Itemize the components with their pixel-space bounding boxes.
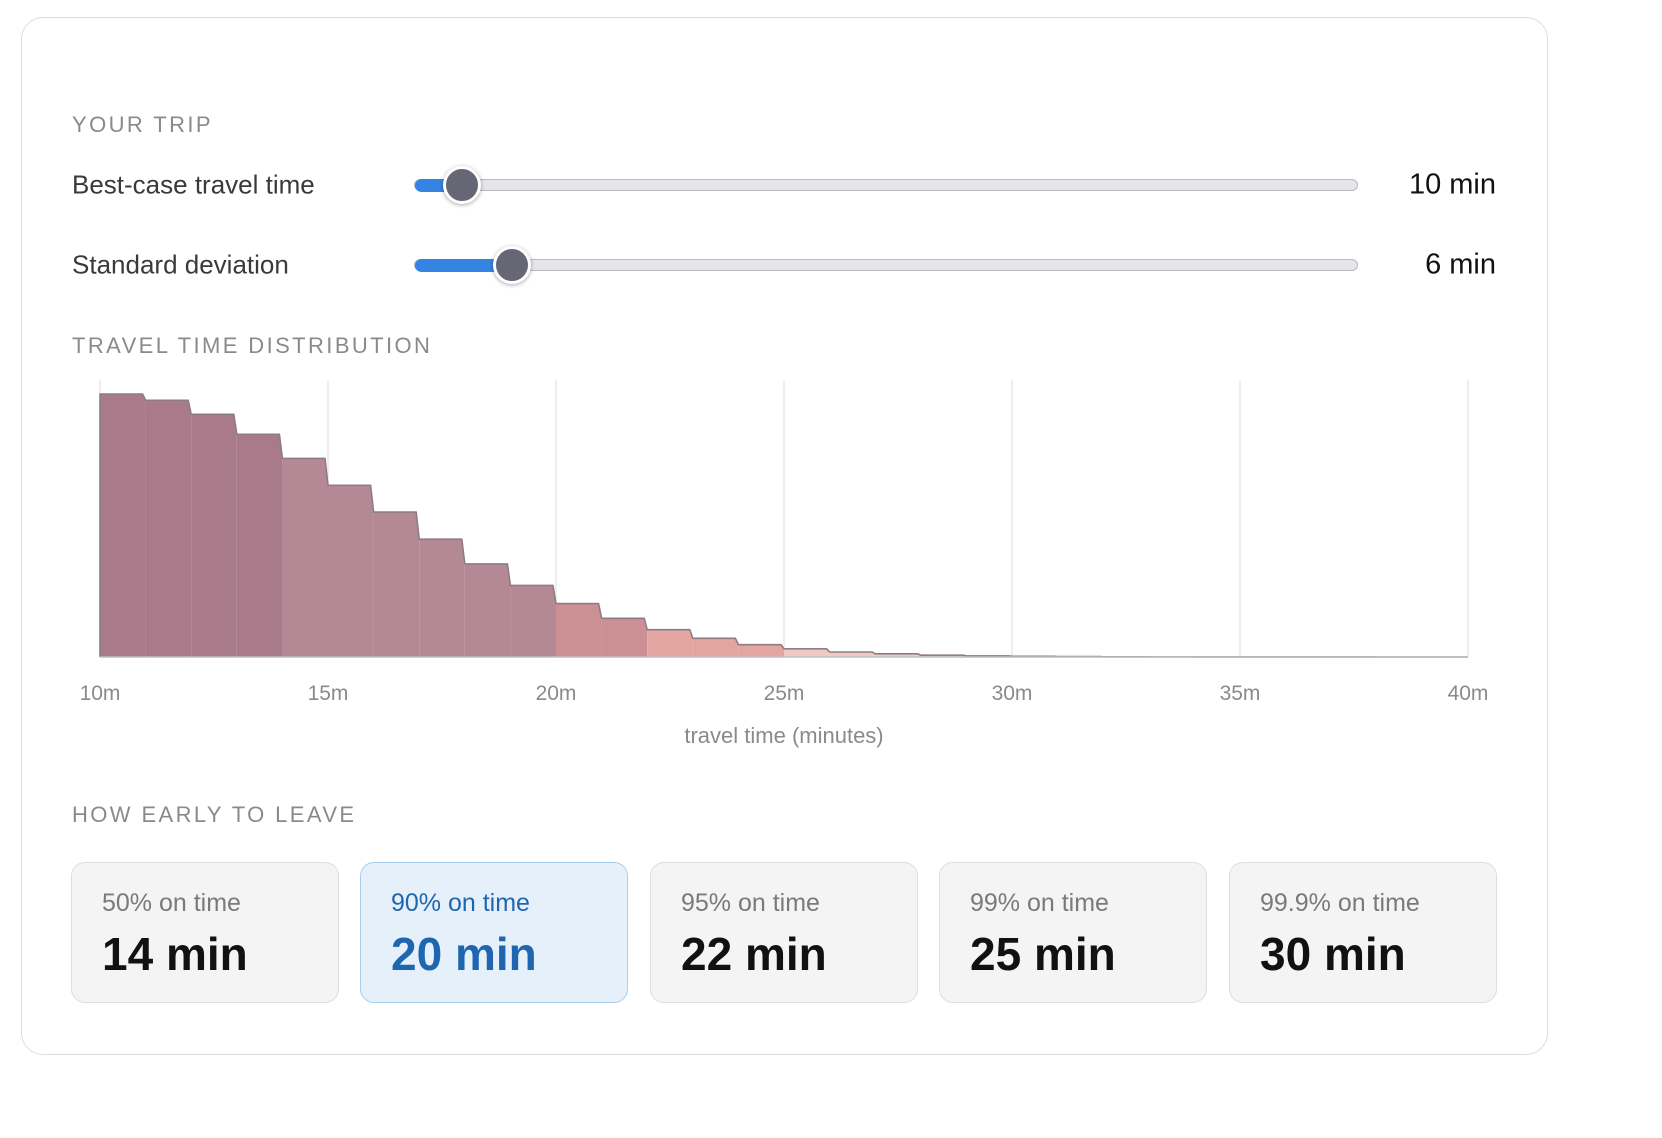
x-tick-label: 30m [992, 682, 1033, 705]
x-tick-label: 15m [308, 682, 349, 705]
distribution-bar [601, 618, 648, 657]
std-dev-value: 6 min [1425, 248, 1496, 281]
percentile-label: 90% on time [391, 889, 530, 917]
section-label-your-trip: YOUR TRIP [72, 112, 213, 137]
percentile-cards: 50% on time 14 min 90% on time 20 min 95… [71, 862, 1497, 1004]
distribution-bar [191, 414, 237, 657]
slider-thumb[interactable] [443, 166, 482, 204]
percentile-label: 99.9% on time [1260, 889, 1420, 917]
distribution-bar [829, 652, 876, 657]
distribution-bar [328, 485, 374, 657]
distribution-bar [556, 603, 602, 657]
std-dev-slider-row: Standard deviation 6 min [72, 245, 1496, 285]
slider-fill [415, 258, 513, 272]
percentile-card-99-9[interactable]: 99.9% on time 30 min [1229, 862, 1497, 1003]
x-tick-label: 25m [764, 682, 805, 705]
distribution-bar [419, 539, 465, 657]
percentile-card-95[interactable]: 95% on time 22 min [650, 862, 918, 1003]
distribution-bar [510, 585, 556, 657]
distribution-bar [784, 648, 830, 657]
distribution-bar [373, 512, 420, 657]
percentile-label: 50% on time [102, 889, 241, 917]
section-label-how-early: HOW EARLY TO LEAVE [72, 802, 357, 827]
x-tick-label: 10m [80, 682, 121, 705]
best-case-value: 10 min [1408, 168, 1496, 201]
percentile-value: 25 min [970, 928, 1116, 980]
percentile-card-50[interactable]: 50% on time 14 min [71, 862, 339, 1003]
std-dev-label: Standard deviation [72, 249, 289, 280]
distribution-bar [145, 400, 192, 657]
distribution-bar [282, 458, 328, 657]
x-tick-label: 35m [1220, 682, 1261, 705]
percentile-label: 99% on time [970, 889, 1109, 917]
section-label-distribution: TRAVEL TIME DISTRIBUTION [72, 333, 433, 358]
distribution-bar [738, 644, 784, 657]
percentile-card-99[interactable]: 99% on time 25 min [939, 862, 1207, 1003]
travel-time-chart: 10m 15m 20m 25m 30m 35m 40m travel time (minute… [80, 380, 1489, 748]
x-tick-label: 20m [536, 682, 577, 705]
percentile-label: 95% on time [681, 889, 820, 917]
percentile-value: 14 min [102, 928, 248, 980]
x-tick-label: 40m [1448, 682, 1489, 705]
distribution-bar [692, 638, 739, 657]
distribution-bar [647, 629, 693, 657]
std-dev-slider[interactable] [414, 246, 1358, 284]
best-case-label: Best-case travel time [72, 169, 315, 200]
slider-thumb[interactable] [493, 246, 532, 284]
percentile-value: 22 min [681, 928, 827, 980]
distribution-bar [464, 563, 511, 657]
distribution-bar [100, 394, 146, 657]
percentile-card-90[interactable]: 90% on time 20 min [360, 862, 628, 1003]
distribution-bar [236, 434, 283, 657]
best-case-slider-row: Best-case travel time 10 min [72, 165, 1496, 205]
percentile-value: 30 min [1260, 928, 1406, 980]
percentile-value: 20 min [391, 928, 537, 980]
x-axis-label: travel time (minutes) [684, 723, 883, 748]
best-case-slider[interactable] [414, 166, 1358, 204]
